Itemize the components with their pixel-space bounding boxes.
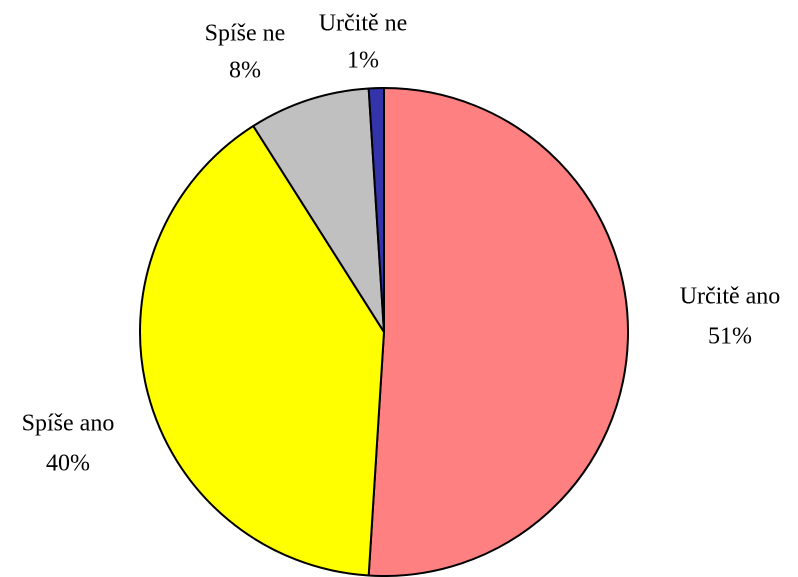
pie-slice: [139, 124, 385, 577]
slice-value-label: 1%: [347, 48, 379, 74]
pie-slice: [252, 87, 385, 333]
slice-label: Spíše ano: [22, 411, 115, 437]
pie-slice: [367, 87, 630, 577]
slice-value-label: 51%: [708, 324, 752, 350]
slice-label: Určitě ne: [319, 11, 408, 37]
slice-value-label: 8%: [229, 58, 261, 84]
pie-slice: [367, 87, 385, 333]
slice-value-label: 40%: [46, 451, 90, 477]
slice-label: Určitě ano: [680, 284, 781, 310]
slice-label: Spíše ne: [205, 21, 286, 47]
